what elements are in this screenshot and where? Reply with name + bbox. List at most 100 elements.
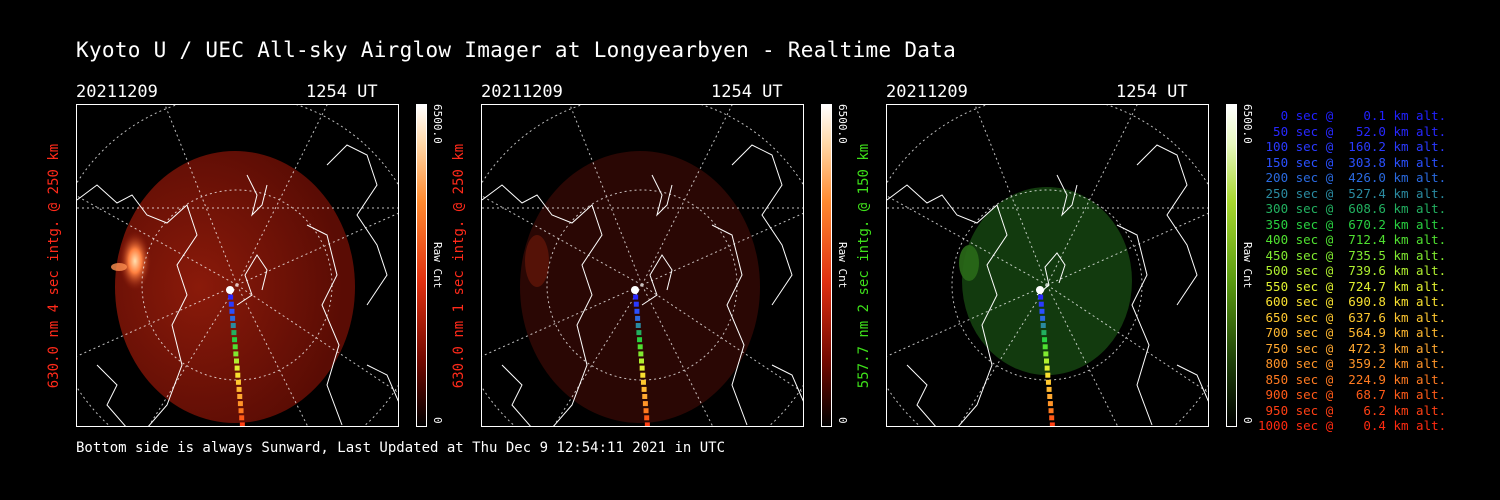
- airglow-field: [962, 187, 1132, 375]
- trajectory-marker: [1045, 379, 1051, 385]
- trajectory-marker: [1042, 337, 1048, 343]
- colorbar-unit: Raw Cnt: [1241, 242, 1254, 289]
- bright-spot: [525, 235, 549, 287]
- legend-row: 400 sec @ 712.4 km alt.: [1258, 232, 1447, 247]
- panel-date: 20211209: [481, 82, 563, 102]
- airglow-field: [520, 151, 760, 423]
- trajectory-marker: [235, 372, 241, 378]
- legend-row: 350 sec @ 670.2 km alt.: [1258, 216, 1447, 232]
- trajectory-marker: [631, 286, 639, 294]
- trajectory-marker: [1042, 344, 1048, 350]
- footer-note: Bottom side is always Sunward, Last Upda…: [76, 440, 726, 456]
- colorbar-unit: Raw Cnt: [431, 242, 444, 289]
- trajectory-marker: [1043, 351, 1049, 357]
- trajectory-marker: [640, 379, 646, 385]
- colorbar-min: 0: [1241, 417, 1254, 424]
- trajectory-marker: [1038, 294, 1044, 300]
- panel-date: 20211209: [886, 82, 968, 102]
- legend-row: 0 sec @ 0.1 km alt.: [1258, 108, 1447, 123]
- trajectory-marker: [639, 358, 644, 364]
- panel-ylabel: 630.0 nm 4 sec intg. @ 250 km: [46, 143, 62, 389]
- trajectory-marker: [1036, 286, 1044, 294]
- trajectory-track: [1036, 286, 1055, 426]
- legend-row: 650 sec @ 637.6 km alt.: [1258, 309, 1447, 325]
- trajectory-marker: [635, 315, 641, 321]
- trajectory-marker: [642, 394, 648, 399]
- panel-time: 1254 UT: [1116, 82, 1188, 102]
- legend-row: 900 sec @ 68.7 km alt.: [1258, 387, 1447, 402]
- trajectory-marker: [639, 365, 645, 371]
- trajectory-marker: [239, 415, 245, 421]
- trajectory-marker: [640, 372, 646, 378]
- panel-ylabel: 630.0 nm 1 sec intg. @ 250 km: [451, 143, 467, 389]
- trajectory-track: [226, 286, 245, 426]
- trajectory-marker: [641, 386, 647, 392]
- trajectory-marker: [232, 344, 238, 350]
- trajectory-marker: [644, 415, 650, 421]
- panel-date: 20211209: [76, 82, 158, 102]
- legend-row: 800 sec @ 359.2 km alt.: [1258, 356, 1447, 371]
- trajectory-marker: [644, 422, 650, 426]
- coastlines: [77, 144, 398, 426]
- coastlines: [887, 144, 1208, 426]
- trajectory-marker: [230, 323, 236, 328]
- trajectory-marker: [239, 422, 245, 426]
- legend-row: 450 sec @ 735.5 km alt.: [1258, 247, 1447, 263]
- bright-spot: [959, 245, 979, 281]
- legend-row: 500 sec @ 739.6 km alt.: [1258, 263, 1447, 278]
- trajectory-marker: [634, 308, 640, 314]
- trajectory-marker: [1040, 323, 1046, 328]
- colorbar-max: 6500.0: [1241, 104, 1254, 144]
- legend-row: 550 sec @ 724.7 km alt.: [1258, 278, 1447, 294]
- trajectory-track: [631, 286, 650, 426]
- trajectory-marker: [1041, 330, 1047, 336]
- trajectory-marker: [237, 401, 243, 407]
- colorbar-max: 6500.0: [431, 104, 444, 144]
- legend-row: 850 sec @ 224.9 km alt.: [1258, 371, 1447, 387]
- trajectory-marker: [1046, 386, 1052, 392]
- legend-row: 300 sec @ 608.6 km alt.: [1258, 201, 1447, 216]
- panel-630nm-1sec: 20211209 1254 UT 630.0 nm 1 sec intg. @ …: [451, 82, 851, 432]
- trajectory-marker: [1040, 315, 1046, 321]
- page-title: Kyoto U / UEC All-sky Airglow Imager at …: [76, 38, 957, 62]
- allsky-image: [886, 104, 1209, 427]
- colorbar: [821, 104, 832, 427]
- trajectory-marker: [637, 337, 643, 343]
- panel-557nm-2sec: 20211209 1254 UT 557.7 nm 2 sec intg. @ …: [856, 82, 1256, 432]
- trajectory-marker: [635, 323, 641, 328]
- trajectory-marker: [234, 365, 240, 371]
- trajectory-marker: [234, 358, 239, 364]
- trajectory-marker: [233, 351, 239, 357]
- allsky-image: [76, 104, 399, 427]
- trajectory-marker: [643, 408, 649, 414]
- trajectory-marker: [228, 294, 234, 300]
- coastlines: [482, 144, 803, 426]
- colorbar-max: 6500.0: [836, 104, 849, 144]
- panel-time: 1254 UT: [306, 82, 378, 102]
- trajectory-marker: [235, 379, 241, 385]
- trajectory-marker: [1049, 422, 1055, 426]
- trajectory-marker: [1038, 301, 1044, 307]
- airglow-field: [115, 151, 355, 423]
- trajectory-marker: [1044, 358, 1049, 364]
- panel-time: 1254 UT: [711, 82, 783, 102]
- trajectory-marker: [237, 394, 243, 399]
- trajectory-marker: [230, 315, 236, 321]
- panel-ylabel: 557.7 nm 2 sec intg. @ 150 km: [856, 143, 872, 389]
- bright-spot: [119, 231, 151, 291]
- trajectory-marker: [228, 301, 234, 307]
- trajectory-marker: [231, 330, 237, 336]
- trajectory-marker: [238, 408, 244, 414]
- legend-row: 200 sec @ 426.0 km alt.: [1258, 170, 1447, 185]
- trajectory-marker: [636, 330, 642, 336]
- legend-row: 950 sec @ 6.2 km alt.: [1258, 402, 1447, 418]
- trajectory-marker: [633, 301, 639, 307]
- colorbar-min: 0: [836, 417, 849, 424]
- altitude-legend: 0 sec @ 0.1 km alt. 50 sec @ 52.0 km alt…: [1258, 108, 1446, 434]
- legend-row: 750 sec @ 472.3 km alt.: [1258, 340, 1447, 356]
- trajectory-marker: [1049, 415, 1055, 421]
- trajectory-marker: [226, 286, 234, 294]
- trajectory-marker: [1039, 308, 1045, 314]
- trajectory-marker: [638, 351, 644, 357]
- trajectory-marker: [642, 401, 648, 407]
